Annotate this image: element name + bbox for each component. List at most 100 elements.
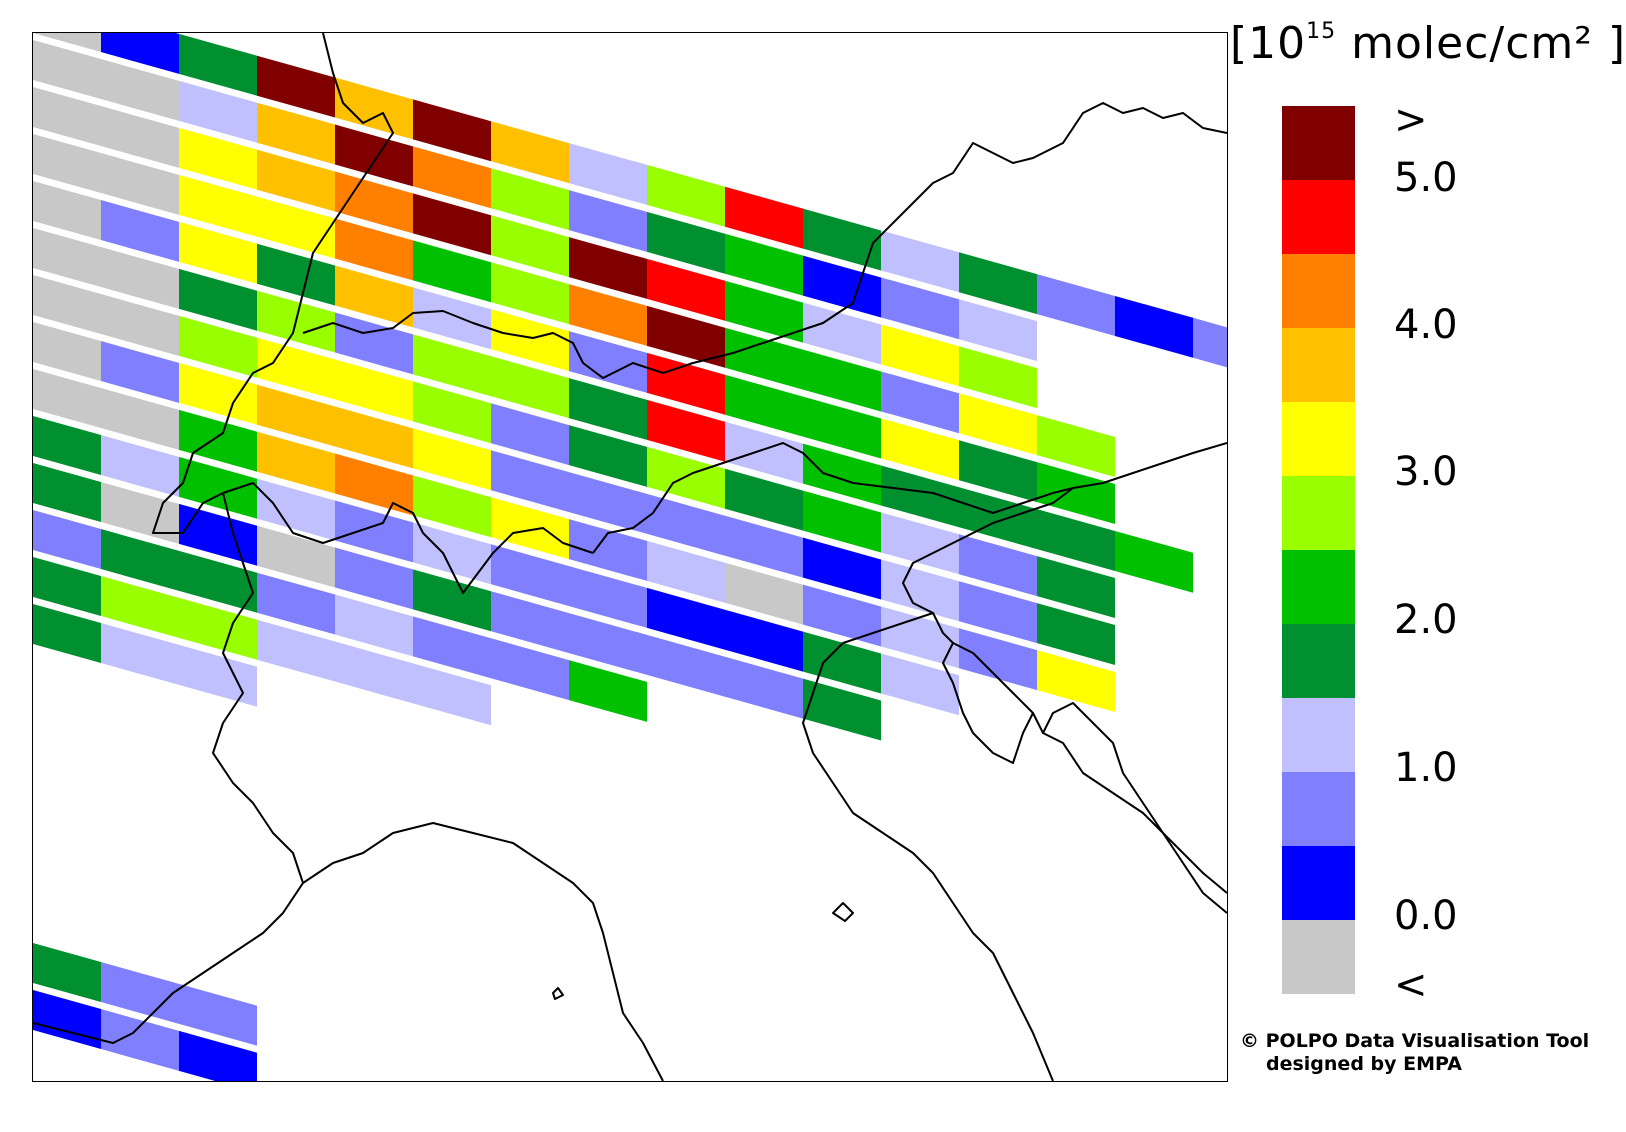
swath-cell [33, 990, 101, 1050]
swath-cell [569, 425, 647, 487]
swath-cell [413, 569, 491, 632]
swath-cell [413, 475, 491, 538]
swath-cell [101, 576, 179, 638]
colorbar-tick-label: 3.0 [1394, 449, 1458, 495]
swath-cell [725, 327, 803, 390]
swath-cell [881, 512, 959, 575]
swath-cell [491, 403, 569, 466]
swath-cell [257, 102, 335, 165]
swath-cell [335, 641, 413, 704]
swath-cell [881, 230, 959, 293]
swath-cell [257, 337, 335, 400]
border-austria-italy [592, 442, 1074, 554]
colorbar-swatch [1282, 846, 1355, 920]
swath-cell [33, 133, 101, 194]
swath-cell [959, 393, 1037, 456]
coastline-istria [942, 642, 1034, 764]
swath-cell [179, 503, 257, 566]
country-borders [33, 33, 1227, 1081]
swath-cell [257, 619, 335, 682]
swath-cell [33, 416, 101, 476]
swath-cell [257, 243, 335, 306]
swath-cell [101, 294, 179, 356]
swath-cell [257, 384, 335, 447]
swath-cell [413, 146, 491, 209]
swath-cell [101, 341, 179, 403]
swath-cell [803, 255, 881, 318]
swath-cell [647, 211, 725, 274]
swath-cell [491, 121, 569, 184]
swath-cell [101, 106, 179, 168]
swath-cell [569, 190, 647, 252]
swath-cell [101, 482, 179, 544]
swath-cell [491, 544, 569, 607]
unit-prefix: [10 [1230, 18, 1307, 69]
coastline-italy-west [33, 492, 304, 1044]
swath-cell [335, 265, 413, 328]
swath-cell [179, 268, 257, 331]
swath-cell [257, 525, 335, 588]
swath-cell [413, 381, 491, 444]
swath-cell [491, 262, 569, 325]
swath-cell [491, 638, 569, 701]
swath-cell [179, 80, 257, 143]
swath-cell [803, 349, 881, 412]
island-adriatic [832, 902, 854, 922]
swath-cell [335, 77, 413, 140]
colorbar-tick-label: 0.0 [1394, 893, 1458, 939]
swath-cell [33, 322, 101, 382]
colorbar-swatch [1282, 180, 1355, 254]
swath-cell [257, 55, 335, 118]
swath-cell [33, 369, 101, 429]
swath-cell [101, 623, 179, 685]
border-switzerland-north [302, 310, 584, 364]
swath-cell [725, 562, 803, 625]
swath-cell [101, 435, 179, 497]
swath-cell [803, 490, 881, 553]
swath-cell [413, 287, 491, 350]
swath-cell [1115, 295, 1193, 358]
unit-exponent: 15 [1306, 19, 1337, 44]
swath-cell [1037, 415, 1115, 477]
swath-cell [725, 609, 803, 672]
swath-cell [101, 247, 179, 309]
swath-cell [569, 519, 647, 581]
swath-cell [803, 584, 881, 647]
swath-cell [179, 221, 257, 284]
credit-line-1: © POLPO Data Visualisation Tool [1240, 1030, 1590, 1052]
swath-cell [335, 359, 413, 422]
swath-cell [33, 180, 101, 241]
swath-cell [179, 644, 257, 707]
swath-cell [179, 315, 257, 378]
swath-cell [491, 356, 569, 419]
swath-cell [803, 631, 881, 694]
coastline-liguria [302, 822, 664, 1081]
swath-cell [959, 534, 1037, 597]
swath-cell [179, 174, 257, 237]
swath-cell [647, 446, 725, 509]
swath-cell [33, 274, 101, 335]
swath-cell [413, 616, 491, 679]
border-switzerland-italy [222, 482, 594, 594]
swath-cell [491, 168, 569, 231]
swath-cell [179, 33, 257, 96]
swath-cell [725, 468, 803, 531]
swath-cell [335, 312, 413, 375]
swath-cell [257, 431, 335, 494]
swath-cell [491, 497, 569, 560]
swath-cell [179, 1030, 257, 1081]
swath-cell [569, 143, 647, 205]
border-austria-germany [582, 102, 1227, 379]
swath-cell [335, 547, 413, 610]
swath-cell [803, 537, 881, 600]
swath-cell [101, 529, 179, 591]
swath-cell [1037, 603, 1115, 665]
swath-cell [959, 299, 1037, 362]
swath-cell [881, 465, 959, 528]
border-france-switzerland [152, 33, 394, 534]
swath-cell [179, 127, 257, 190]
colorbar-swatch [1282, 106, 1355, 180]
credit-line-2: designed by EMPA [1266, 1053, 1462, 1075]
swath-cell [725, 421, 803, 484]
swath-cell [647, 399, 725, 462]
